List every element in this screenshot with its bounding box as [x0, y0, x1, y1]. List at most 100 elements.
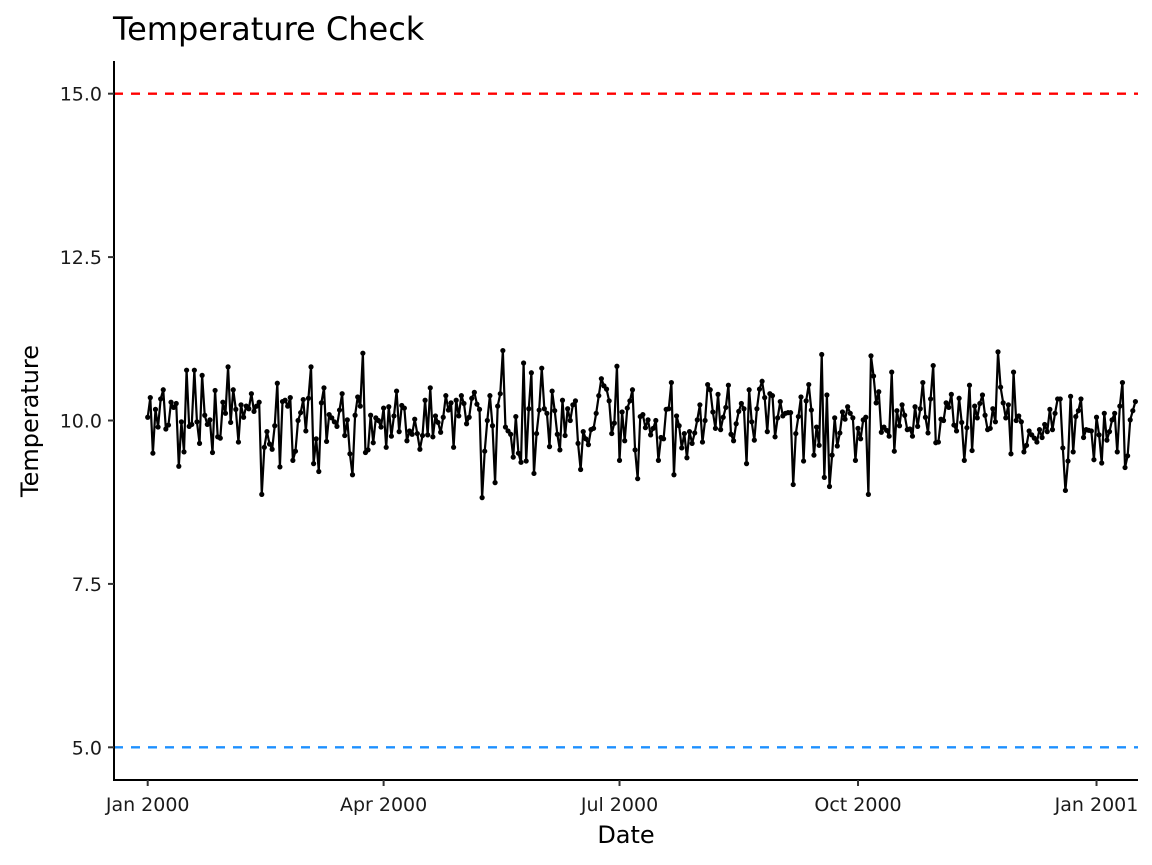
data-point [990, 406, 996, 412]
data-point [163, 426, 169, 432]
data-point [616, 457, 623, 463]
data-point [679, 445, 685, 451]
data-point [456, 413, 462, 419]
data-point [953, 428, 960, 434]
data-point [570, 402, 576, 408]
data-point [956, 395, 962, 401]
y-tick-label: 15.0 [60, 84, 102, 106]
data-point [852, 457, 859, 463]
data-point [930, 362, 936, 369]
data-point [176, 463, 182, 469]
data-point [349, 472, 356, 478]
data-point [730, 438, 737, 444]
data-point [549, 388, 555, 394]
data-point [598, 376, 604, 382]
y-axis-title: Temperature [16, 345, 44, 498]
plot-area [114, 92, 1139, 749]
data-point [191, 367, 197, 373]
data-point [886, 433, 892, 439]
data-point [972, 403, 978, 409]
data-point [1031, 435, 1037, 441]
data-point [458, 393, 464, 399]
data-point [756, 386, 763, 392]
data-point [1065, 458, 1071, 464]
data-point [842, 416, 848, 422]
data-point [974, 415, 980, 421]
data-point [681, 430, 687, 437]
data-point [541, 406, 547, 412]
data-point [484, 417, 490, 424]
data-point [155, 424, 161, 430]
data-point [811, 452, 817, 458]
data-point [1026, 428, 1032, 434]
data-point [461, 400, 467, 407]
data-point [712, 425, 719, 431]
data-point [557, 447, 563, 453]
data-point [642, 425, 649, 431]
data-point [404, 438, 410, 444]
data-point [977, 400, 983, 407]
y-tick-label: 7.5 [72, 574, 102, 596]
data-point [603, 386, 610, 392]
data-point [202, 412, 208, 418]
data-point [868, 353, 874, 359]
data-point [1034, 439, 1040, 445]
data-point [648, 432, 654, 438]
data-point [959, 419, 965, 426]
y-tick-label: 12.5 [60, 247, 102, 269]
data-point [352, 412, 358, 418]
data-point [383, 444, 389, 450]
data-point [821, 474, 827, 480]
data-point [401, 405, 407, 411]
data-point [1036, 427, 1043, 433]
data-point [845, 404, 851, 410]
data-point [1112, 410, 1118, 416]
data-point [834, 443, 840, 449]
data-point [992, 419, 999, 425]
data-point [492, 480, 498, 486]
x-axis-ticks: Jan 2000 Apr 2000 Jul 2000 Oct 2000 Jan 2001 [105, 780, 1138, 816]
data-point [246, 406, 252, 412]
data-point [565, 406, 571, 412]
data-point [743, 461, 750, 467]
data-point [896, 423, 903, 429]
data-point [562, 432, 568, 439]
data-point [476, 406, 483, 412]
data-point [619, 409, 625, 415]
data-point [1047, 406, 1053, 412]
data-point [440, 414, 446, 420]
data-point [171, 404, 177, 411]
data-point [632, 447, 638, 453]
data-point [173, 400, 179, 407]
data-point [290, 457, 296, 463]
data-point [181, 449, 187, 455]
data-point [1021, 449, 1027, 455]
x-axis-title: Date [597, 821, 654, 849]
data-point [336, 407, 343, 413]
data-point [907, 426, 913, 432]
data-point [788, 410, 794, 416]
data-point [572, 398, 579, 404]
data-point [1130, 408, 1136, 414]
data-point [165, 422, 172, 428]
data-point [1132, 398, 1139, 405]
data-point [1109, 417, 1115, 423]
data-point [523, 458, 529, 464]
series-line [146, 349, 1137, 499]
data-point [500, 347, 506, 354]
data-point [1119, 379, 1126, 386]
data-point [259, 491, 265, 497]
data-point [754, 406, 760, 412]
data-point [769, 393, 776, 399]
data-point [813, 424, 820, 430]
data-point [194, 419, 200, 425]
data-point [1122, 464, 1128, 471]
data-point [660, 436, 667, 442]
data-point [253, 403, 260, 409]
data-point [925, 430, 931, 436]
data-point [692, 430, 698, 436]
data-point [228, 419, 234, 426]
data-point [513, 413, 519, 420]
data-point [463, 421, 470, 427]
